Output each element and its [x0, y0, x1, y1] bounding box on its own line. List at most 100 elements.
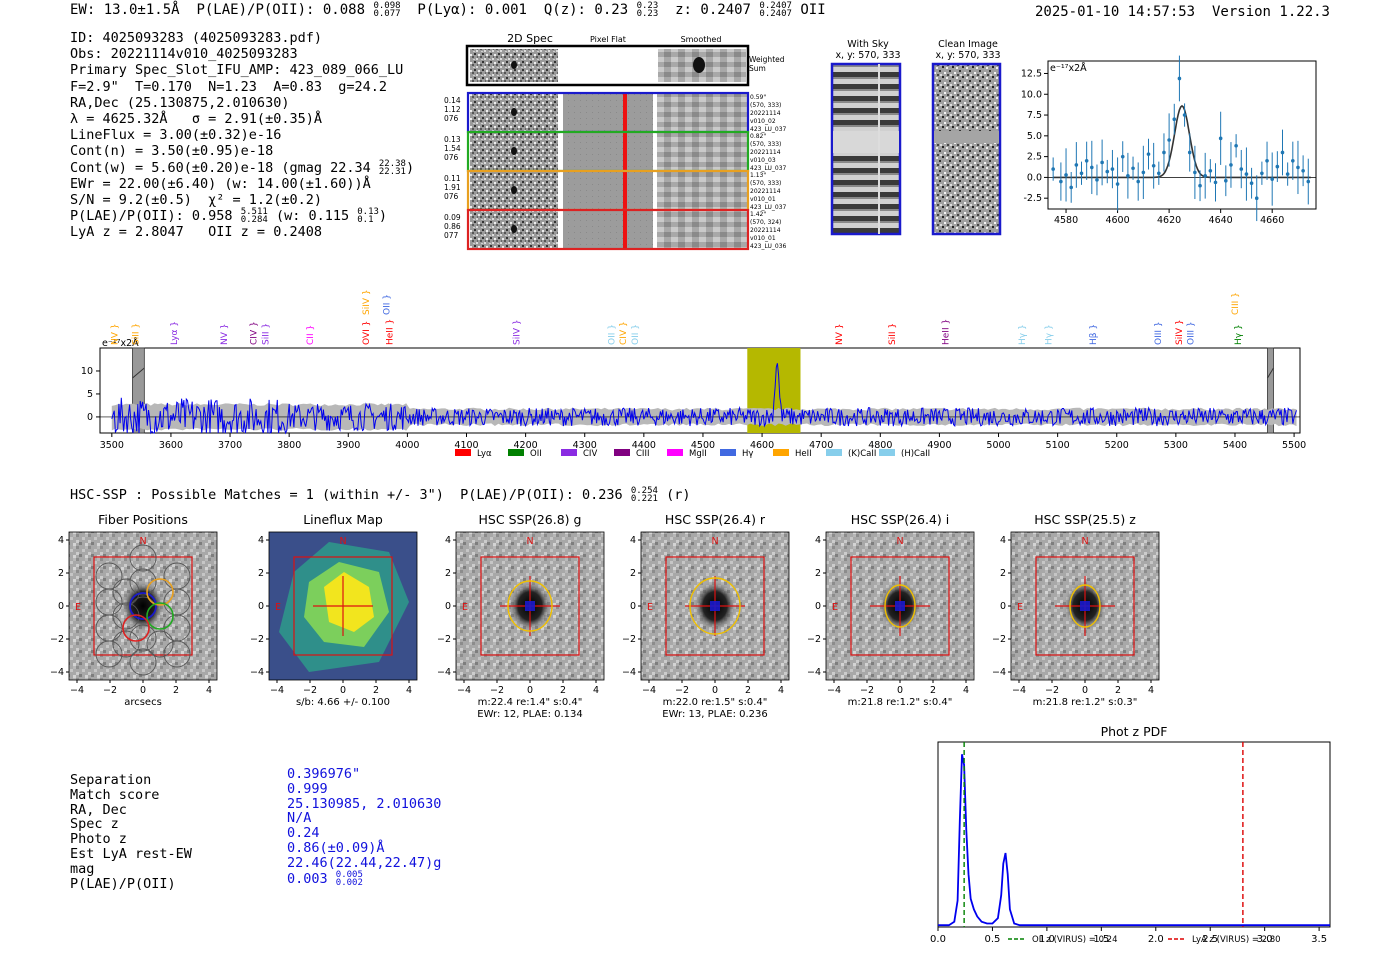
hsc-x-tick-label: 0: [140, 685, 146, 696]
hsc-y-tick-label: −2: [622, 634, 636, 645]
spectrum-x-tick-label: 5300: [1164, 440, 1188, 451]
hsc-x-tick-label: −2: [303, 685, 317, 696]
strip-smoothed: [657, 133, 747, 170]
match-label: Photo z: [70, 831, 127, 848]
photz-x-tick-label: 1.5: [1093, 934, 1109, 945]
hsc-y-tick-label: −4: [437, 667, 451, 678]
search-box: [93, 556, 193, 656]
hsc-x-tick-label: −4: [1012, 685, 1026, 696]
qz-range: 0.23 0.23: [636, 1, 659, 19]
strip-left-label: 1.54: [444, 144, 461, 153]
zoom-point: [1213, 180, 1218, 185]
match-label: Separation: [70, 772, 152, 788]
strip-source: [511, 108, 517, 116]
zoom-point: [1296, 165, 1300, 170]
strip-smoothed: [657, 211, 747, 248]
zoom-point: [1187, 150, 1192, 155]
plae-value: P(LAE)/P(OII): 0.088: [196, 2, 366, 18]
legend-swatch: [826, 449, 842, 456]
spectrum-x-tick-label: 5000: [986, 440, 1010, 451]
strip-pixelflat: [563, 133, 653, 170]
zoom-x-tick-label: 4620: [1157, 215, 1181, 226]
photz-x-tick-label: 3.0: [1257, 934, 1273, 945]
match-mag: 22.46(22.44,22.47)g: [287, 854, 442, 871]
info-obs: Obs: 20221114v010_4025093283: [70, 46, 298, 63]
zoom-point: [1141, 170, 1146, 175]
spectral-line-label: SiII }: [262, 323, 272, 345]
hsc-x-tick-label: 0: [340, 685, 346, 696]
strip-right-label: v010_01: [750, 235, 776, 242]
strip-smoothed: [657, 94, 747, 131]
strip-right-label: 20221114: [750, 110, 781, 117]
strip-right-label: 423_LU_037: [750, 204, 787, 211]
zoom-x-tick-label: 4600: [1105, 215, 1129, 226]
photz-legend-label: LyA z (VIRUS) = 2.80: [1192, 935, 1281, 945]
strip-right-label: 423_LU_037: [750, 126, 787, 133]
legend-swatch: [720, 449, 736, 456]
spectral-line-label: Hγ }: [1234, 324, 1244, 345]
zoom-point: [1162, 150, 1166, 155]
match-values: 0.396976" 0.999 25.130985, 2.010630 N/A …: [287, 767, 441, 887]
hsc-x-tick-label: −2: [1045, 685, 1059, 696]
hsc-panel: HSC SSP(26.4) i N E 4 2 0 −2 −4 −4 −2 0 2 4 m:21.8 re…: [807, 512, 975, 708]
hsc-x-tick-label: 0: [527, 685, 533, 696]
zoom-plot-frame: [1047, 60, 1317, 210]
legend-label: (H)CaII: [901, 449, 930, 459]
strip-left-label: 076: [444, 192, 459, 201]
hsc-y-tick-label: 4: [445, 535, 451, 546]
strip-pixelflat: [563, 211, 653, 248]
spectrum-y-tick-label: 10: [81, 366, 93, 377]
zoom-point: [1301, 168, 1305, 173]
zoom-point: [1120, 154, 1125, 159]
zoom-model-curve: [1053, 104, 1311, 179]
full-spectrum-chart: e⁻¹⁷x2Å NV } SiII } Lyα } NV } CIV } SiII } CI…: [81, 289, 1306, 459]
aperture-ellipse: [689, 577, 741, 635]
strip-gap: [653, 94, 656, 131]
photz-x-tick-label: 3.5: [1311, 934, 1327, 945]
spectrum-x-tick-label: 4200: [514, 440, 538, 451]
strip-left-label: 076: [444, 114, 459, 123]
match-lya-ew: 0.86(±0.09)Å: [287, 839, 385, 856]
fiber-circle: [129, 544, 157, 572]
zoom-point: [1167, 138, 1171, 142]
hsc-caption: m:22.4 re:1.4" s:0.4": [478, 697, 583, 708]
cutout-panel: 2D Spec Pixel Flat Smoothed Weighted Sum …: [444, 32, 787, 251]
hsc-x-tick-label: −2: [860, 685, 874, 696]
hsc-y-tick-label: 2: [58, 568, 64, 579]
strip-right-label: 1.13": [750, 172, 766, 179]
spectrum-x-tick-label: 5100: [1046, 440, 1070, 451]
hsc-y-tick-label: −2: [437, 634, 451, 645]
hsc-x-tick-label: 2: [560, 685, 566, 696]
strip-left-label: 0.86: [444, 222, 461, 231]
fiber-circle: [163, 562, 191, 590]
lineflux-peak: [324, 572, 374, 632]
zoom-point: [1198, 183, 1202, 188]
hsc-x-tick-label: −2: [675, 685, 689, 696]
match-label: P(LAE)/P(OII): [70, 875, 176, 892]
zoom-point: [1172, 117, 1177, 122]
with-sky-coords: x, y: 570, 333: [835, 50, 900, 61]
search-box: [1035, 556, 1135, 656]
compass-north: N: [1081, 536, 1088, 547]
hsc-x-tick-label: 2: [745, 685, 751, 696]
source-marker: [1080, 601, 1090, 611]
spectrum-x-tick-label: 4800: [868, 440, 892, 451]
strip-gap: [560, 94, 563, 131]
spectrum-x-tick-label: 5400: [1223, 440, 1247, 451]
fiber-quaternary: [122, 614, 150, 642]
hsc-y-tick-label: 0: [815, 601, 821, 612]
match-label: RA, Dec: [70, 801, 127, 818]
strip-source: [511, 225, 517, 233]
hsc-x-tick-label: 0: [712, 685, 718, 696]
zoom-point: [1249, 181, 1254, 186]
hsc-y-tick-label: −2: [50, 634, 64, 645]
match-score: 0.999: [287, 780, 328, 797]
zoom-point: [1234, 144, 1238, 148]
timestamp-version: 2025-01-10 14:57:53 Version 1.22.3: [1035, 4, 1330, 20]
strip-source: [511, 147, 517, 155]
legend-swatch: [773, 449, 789, 456]
zoom-y-tick-label: 5.0: [1027, 131, 1042, 142]
match-label: Est LyA rest-EW: [70, 845, 192, 862]
info-contn: Cont(n) = 3.50(±0.95)e-18: [70, 143, 274, 160]
hsc-y-tick-label: 2: [815, 568, 821, 579]
